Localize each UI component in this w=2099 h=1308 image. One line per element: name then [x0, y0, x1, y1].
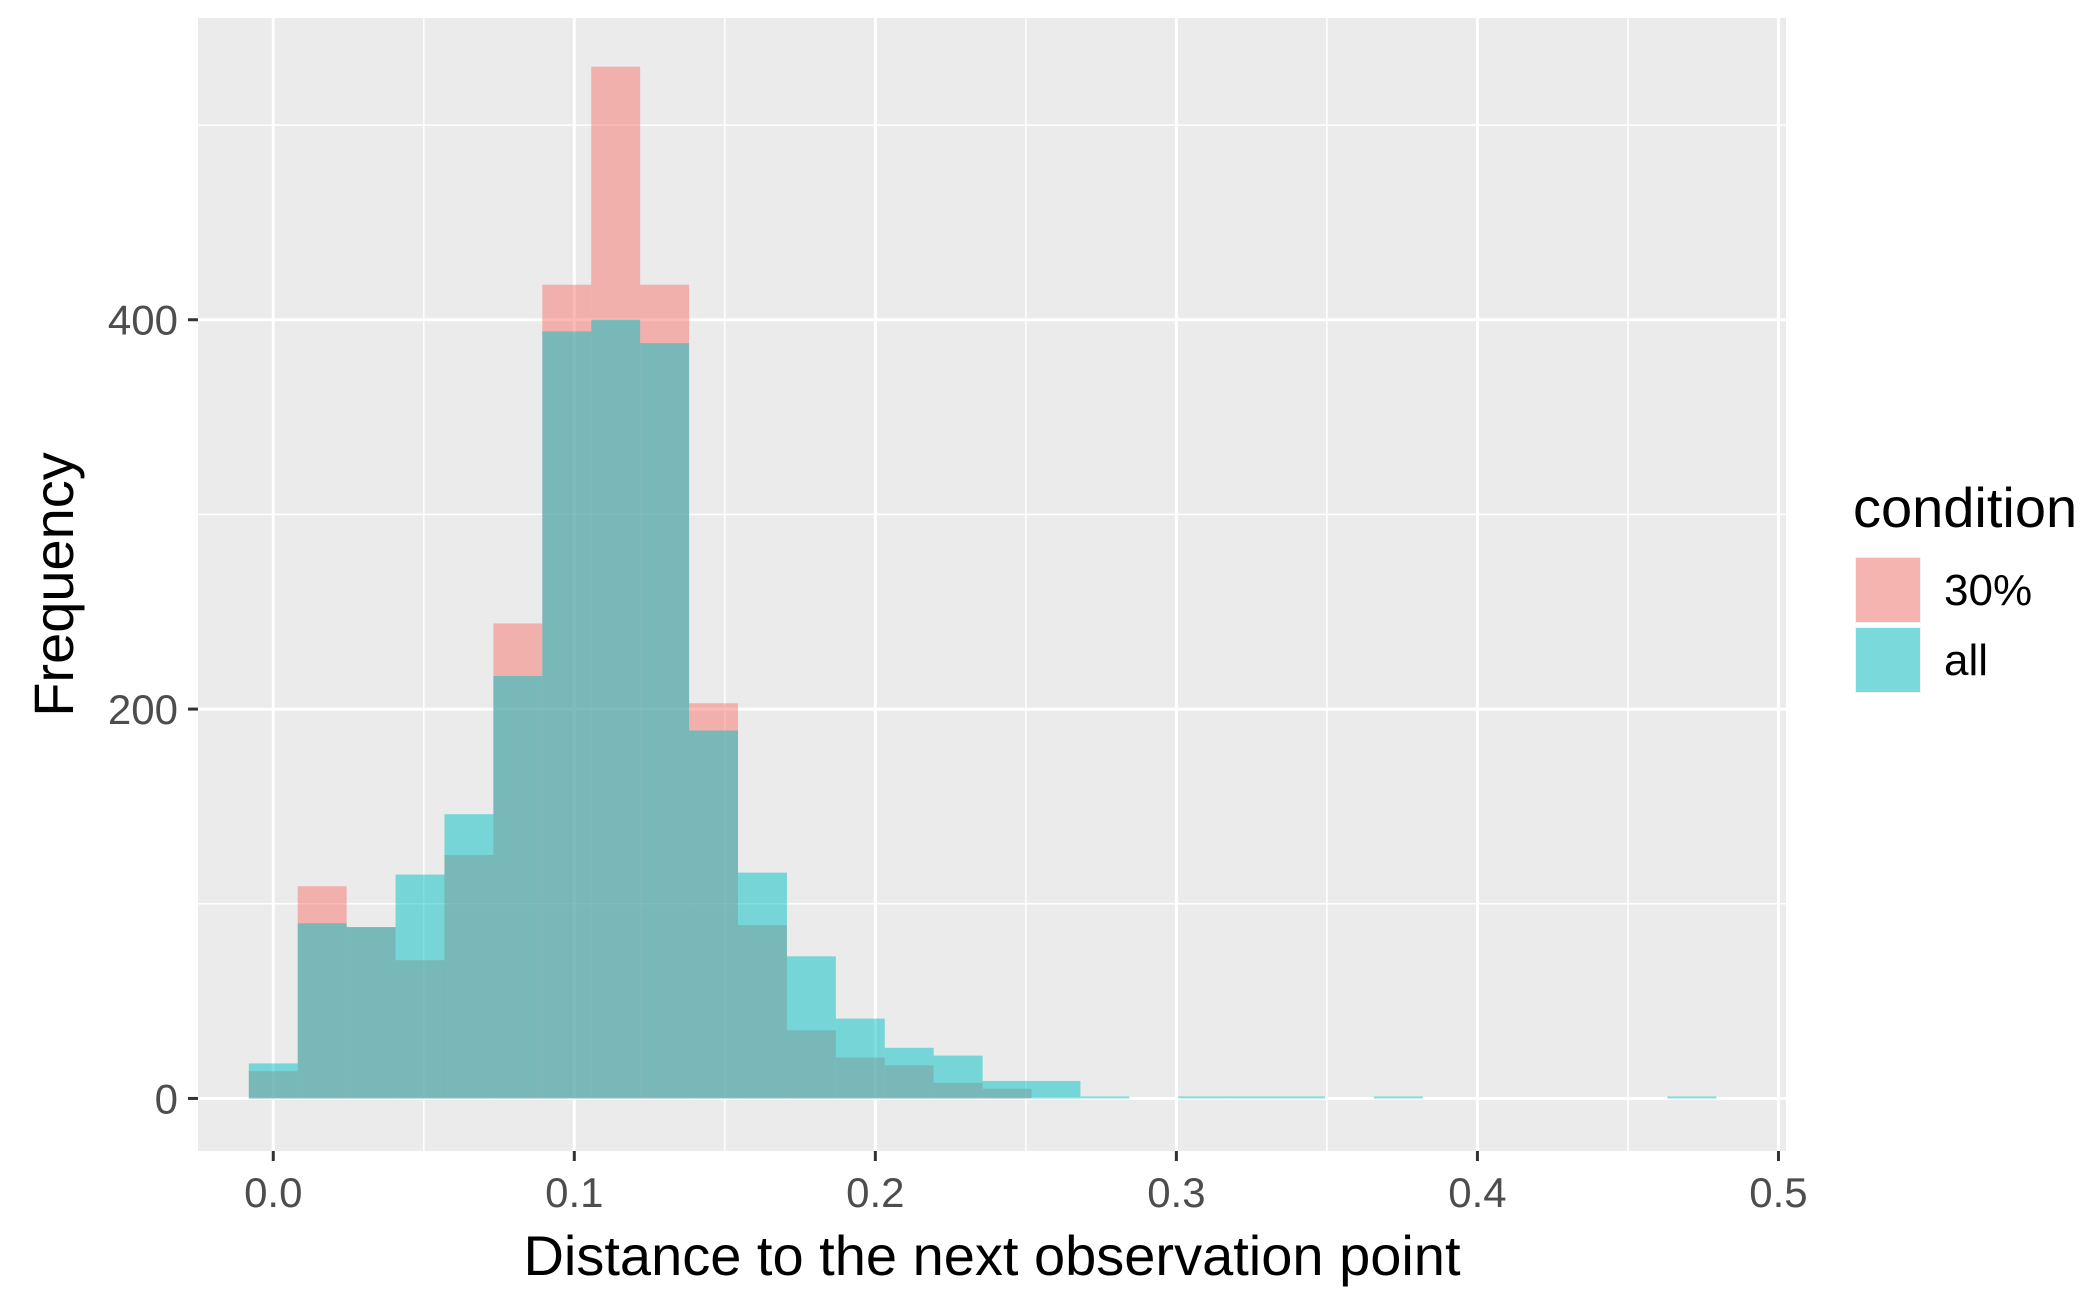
axis-ticks	[188, 318, 1780, 1161]
x-tick-label: 0.1	[545, 1169, 603, 1216]
x-tick-label: 0.0	[244, 1169, 302, 1216]
histogram-bar	[1031, 1080, 1081, 1099]
histogram-bar	[786, 956, 836, 1099]
legend: condition 30% all	[1853, 476, 2077, 693]
histogram-bar	[248, 1063, 298, 1099]
histogram-bar	[689, 730, 738, 1099]
legend-key-swatch	[1856, 558, 1920, 622]
histogram-bar	[835, 1018, 885, 1099]
histogram-bar	[297, 923, 347, 1099]
histogram-bar	[737, 872, 787, 1099]
histogram-bar	[1667, 1096, 1717, 1099]
x-tick-labels: 0.0 0.1 0.2 0.3 0.4 0.5	[244, 1169, 1808, 1216]
x-tick-label: 0.2	[846, 1169, 904, 1216]
histogram-bar	[982, 1080, 1032, 1099]
histogram-bar	[395, 874, 445, 1099]
histogram-bar	[493, 675, 543, 1099]
histogram-bar	[640, 343, 690, 1099]
histogram-bar	[884, 1047, 934, 1099]
y-tick-label: 0	[155, 1075, 178, 1122]
y-tick-label: 400	[108, 297, 178, 344]
x-tick-label: 0.5	[1749, 1169, 1807, 1216]
histogram-bar	[346, 927, 396, 1099]
histogram-bar	[1373, 1096, 1423, 1099]
series-all-bars	[248, 319, 1717, 1099]
y-axis-title: Frequency	[22, 452, 85, 717]
histogram-bar	[933, 1055, 983, 1099]
legend-label: 30%	[1944, 566, 2032, 615]
minor-gridlines	[198, 18, 1786, 1151]
x-axis-title: Distance to the next observation point	[523, 1224, 1460, 1287]
histogram-bar	[591, 319, 641, 1099]
histogram-bar	[1276, 1096, 1326, 1099]
legend-title: condition	[1853, 476, 2077, 539]
y-tick-labels: 0 200 400	[108, 297, 178, 1123]
legend-key-swatch	[1856, 628, 1920, 692]
legend-items: 30% all	[1855, 557, 2032, 693]
histogram-bar	[1080, 1096, 1130, 1099]
y-tick-label: 200	[108, 686, 178, 733]
histogram-bar	[1227, 1096, 1277, 1099]
x-tick-label: 0.3	[1147, 1169, 1205, 1216]
histogram-bar	[1178, 1096, 1228, 1099]
histogram-bar	[542, 331, 592, 1099]
legend-label: all	[1944, 636, 1988, 685]
histogram-bar	[444, 814, 494, 1099]
x-tick-label: 0.4	[1448, 1169, 1506, 1216]
